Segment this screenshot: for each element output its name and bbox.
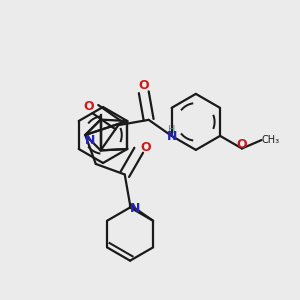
- Text: CH₃: CH₃: [261, 135, 280, 145]
- Text: O: O: [83, 100, 94, 112]
- Text: O: O: [139, 79, 149, 92]
- Text: O: O: [140, 141, 151, 154]
- Text: N: N: [85, 134, 95, 146]
- Text: O: O: [237, 138, 247, 151]
- Text: H: H: [168, 125, 175, 135]
- Text: N: N: [130, 202, 140, 215]
- Text: N: N: [167, 130, 177, 143]
